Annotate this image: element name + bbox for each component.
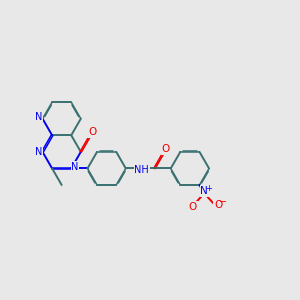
Text: N: N (71, 162, 79, 172)
Text: O: O (214, 200, 222, 210)
Text: O: O (189, 202, 197, 212)
Text: +: + (206, 184, 212, 193)
Text: −: − (219, 197, 227, 207)
Text: N: N (200, 186, 208, 196)
Text: N: N (35, 147, 43, 157)
Text: NH: NH (134, 165, 149, 175)
Text: O: O (88, 127, 96, 137)
Text: O: O (162, 144, 170, 154)
Text: N: N (35, 112, 43, 122)
